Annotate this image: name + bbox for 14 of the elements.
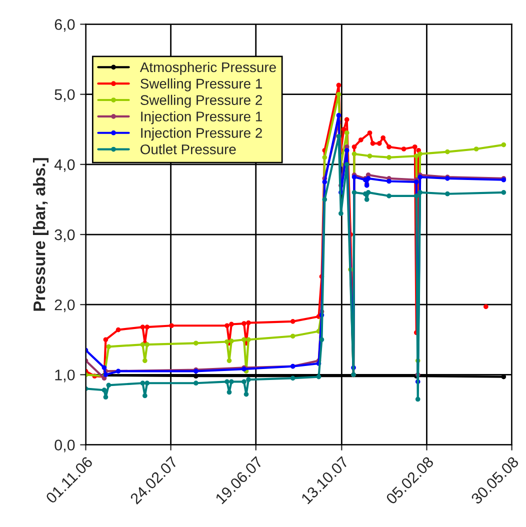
legend-label: Injection Pressure 2 — [141, 128, 262, 141]
y-tick-label: 3,0 — [54, 229, 75, 242]
y-tick-label: 2,0 — [54, 299, 75, 312]
y-tick-label: 4,0 — [54, 159, 75, 172]
legend-label: Injection Pressure 1 — [141, 111, 262, 124]
y-axis-title: Pressure [bar, abs.] — [32, 158, 49, 311]
y-tick-label: 6,0 — [54, 19, 75, 32]
legend-label: Swelling Pressure 1 — [140, 78, 262, 92]
legend-label: Atmospheric Pressure — [140, 62, 276, 75]
y-tick-label: 1,0 — [55, 370, 75, 382]
y-tick-label: 0,0 — [54, 440, 75, 452]
legend-label: Swelling Pressure 2 — [140, 94, 262, 108]
legend-label: Outlet Pressure — [140, 144, 236, 154]
y-tick-label: 5,0 — [54, 89, 75, 102]
